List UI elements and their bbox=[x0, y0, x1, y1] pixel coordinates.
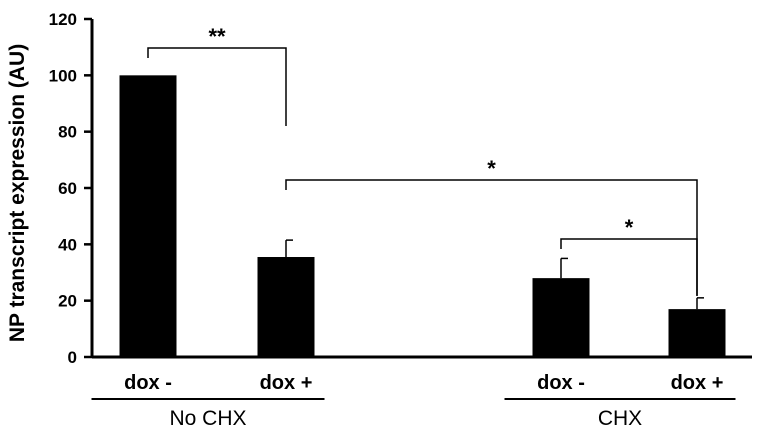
significance-bracket bbox=[147, 47, 287, 126]
category-label: dox + bbox=[260, 372, 313, 394]
group-label: No CHX bbox=[169, 407, 246, 430]
bar bbox=[257, 257, 315, 357]
error-bars bbox=[285, 239, 704, 310]
significance-bracket bbox=[285, 179, 698, 296]
y-tick-label: 20 bbox=[58, 292, 77, 311]
bar bbox=[668, 309, 726, 357]
significance-label: * bbox=[625, 215, 634, 240]
y-tick-label: 120 bbox=[49, 10, 77, 29]
y-tick-label: 60 bbox=[58, 179, 77, 198]
bars bbox=[119, 75, 726, 357]
significance-bracket bbox=[560, 238, 698, 296]
category-label: dox - bbox=[537, 372, 585, 394]
category-label: dox + bbox=[671, 372, 724, 394]
group-label: CHX bbox=[598, 407, 642, 430]
bar bbox=[532, 278, 590, 357]
significance-brackets: **** bbox=[147, 24, 698, 296]
axes bbox=[84, 17, 752, 359]
y-tick-label: 80 bbox=[58, 123, 77, 142]
y-tick-label: 40 bbox=[58, 235, 77, 254]
y-tick-label: 0 bbox=[68, 348, 77, 367]
y-tick-label: 100 bbox=[49, 66, 77, 85]
significance-label: ** bbox=[208, 24, 226, 49]
category-label: dox - bbox=[124, 372, 172, 394]
y-axis-label: NP transcript expression (AU) bbox=[6, 44, 29, 342]
labels: 0 20 40 60 80 100 120 dox - dox + dox - dox + No CH… bbox=[49, 10, 736, 430]
bar bbox=[119, 75, 177, 357]
significance-label: * bbox=[487, 156, 496, 181]
